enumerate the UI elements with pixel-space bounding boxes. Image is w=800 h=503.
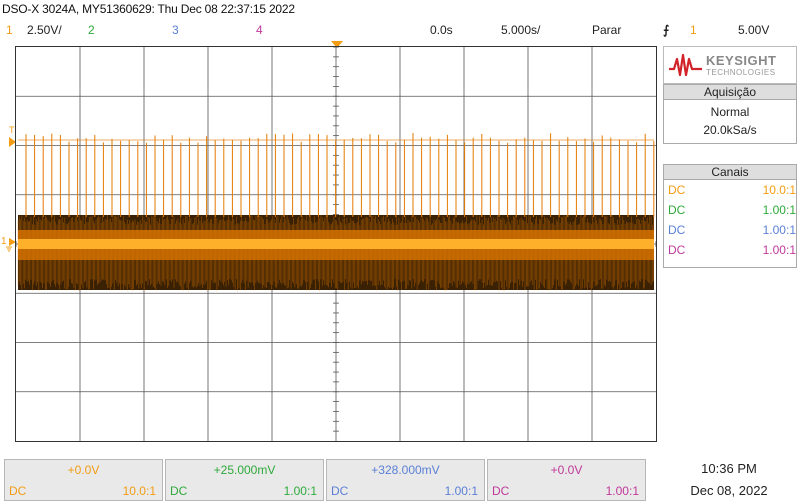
clock-time: 10:36 PM bbox=[701, 461, 757, 476]
clock: 10:36 PM Dec 08, 2022 bbox=[660, 459, 798, 503]
ch2-number[interactable]: 2 bbox=[88, 23, 95, 37]
channel-coupling: DC bbox=[668, 203, 686, 217]
ch1-ground-icon[interactable] bbox=[4, 238, 16, 254]
trigger-edge-icon: ⨍ bbox=[663, 23, 670, 37]
trigger-level-marker[interactable]: T bbox=[9, 125, 15, 135]
clock-date: Dec 08, 2022 bbox=[690, 483, 768, 498]
trace-spikes bbox=[25, 133, 655, 217]
trigger-channel[interactable]: 1 bbox=[690, 23, 697, 37]
channel-probe: 10.0:1 bbox=[762, 183, 796, 197]
ch2-coupling: DC bbox=[170, 484, 188, 498]
channels-panel[interactable]: DC 10.0:1 DC 1.00:1 DC 1.00:1 DC 1.00:1 bbox=[663, 180, 797, 268]
channel-row-1[interactable]: DC 10.0:1 bbox=[668, 180, 798, 200]
trigger-position-icon[interactable] bbox=[331, 41, 343, 49]
logo-subtitle: TECHNOLOGIES bbox=[706, 68, 776, 77]
ch1-offset-cell[interactable]: +0.0V DC 10.0:1 bbox=[4, 459, 163, 501]
ch4-probe: 1.00:1 bbox=[605, 484, 639, 498]
graticule bbox=[16, 47, 656, 441]
channel-row-4[interactable]: DC 1.00:1 bbox=[668, 240, 798, 260]
window-title: DSO-X 3024A, MY51360629: Thu Dec 08 22:3… bbox=[2, 2, 295, 16]
trace-center bbox=[18, 239, 654, 249]
acquisition-mode: Normal bbox=[710, 105, 750, 119]
acquisition-header[interactable]: Aquisição bbox=[663, 84, 797, 100]
trigger-level-arrow-icon[interactable] bbox=[9, 137, 16, 147]
ch3-coupling: DC bbox=[331, 484, 349, 498]
ch2-offset-cell[interactable]: +25.000mV DC 1.00:1 bbox=[165, 459, 324, 501]
channels-header[interactable]: Canais bbox=[663, 164, 797, 180]
ch4-coupling: DC bbox=[492, 484, 510, 498]
ch1-probe: 10.0:1 bbox=[122, 484, 156, 498]
channel-coupling: DC bbox=[668, 223, 686, 237]
channel-probe: 1.00:1 bbox=[762, 203, 796, 217]
ch3-number[interactable]: 3 bbox=[172, 23, 179, 37]
channel-probe: 1.00:1 bbox=[762, 243, 796, 257]
channel-row-3[interactable]: DC 1.00:1 bbox=[668, 220, 798, 240]
keysight-logo: KEYSIGHT TECHNOLOGIES bbox=[663, 46, 797, 84]
channel-coupling: DC bbox=[668, 183, 686, 197]
ch4-offset-cell[interactable]: +0.0V DC 1.00:1 bbox=[487, 459, 646, 501]
ch4-number[interactable]: 4 bbox=[256, 23, 263, 37]
waveform-display[interactable] bbox=[15, 46, 657, 442]
status-bar: 1 2.50V/ 2 3 4 0.0s 5.000s/ Parar ⨍ 1 5.… bbox=[0, 21, 769, 39]
ch1-number[interactable]: 1 bbox=[6, 23, 13, 37]
ch2-probe: 1.00:1 bbox=[283, 484, 317, 498]
ch3-probe: 1.00:1 bbox=[444, 484, 478, 498]
ch2-offset: +25.000mV bbox=[213, 463, 276, 477]
acquisition-panel[interactable]: Normal 20.0kSa/s bbox=[663, 100, 797, 144]
channel-probe: 1.00:1 bbox=[762, 223, 796, 237]
channel-coupling: DC bbox=[668, 243, 686, 257]
channel-row-2[interactable]: DC 1.00:1 bbox=[668, 200, 798, 220]
side-panel: KEYSIGHT TECHNOLOGIES Aquisição Normal 2… bbox=[661, 46, 799, 270]
logo-brand: KEYSIGHT bbox=[706, 53, 777, 68]
keysight-wave-icon bbox=[669, 53, 702, 77]
ch1-scale[interactable]: 2.50V/ bbox=[27, 23, 62, 37]
ch1-offset: +0.0V bbox=[67, 463, 100, 477]
time-delay[interactable]: 0.0s bbox=[430, 23, 453, 37]
ch3-offset-cell[interactable]: +328.000mV DC 1.00:1 bbox=[326, 459, 485, 501]
channel-offset-bar: +0.0V DC 10.0:1 +25.000mV DC 1.00:1 +328… bbox=[4, 459, 650, 501]
run-state[interactable]: Parar bbox=[592, 23, 622, 37]
time-scale[interactable]: 5.000s/ bbox=[501, 23, 541, 37]
trigger-level[interactable]: 5.00V bbox=[738, 23, 770, 37]
acquisition-rate: 20.0kSa/s bbox=[703, 123, 757, 137]
ch1-ground-marker[interactable]: 1 bbox=[1, 236, 7, 247]
ch4-offset: +0.0V bbox=[550, 463, 583, 477]
ch3-offset: +328.000mV bbox=[371, 463, 440, 477]
ch1-coupling: DC bbox=[9, 484, 27, 498]
